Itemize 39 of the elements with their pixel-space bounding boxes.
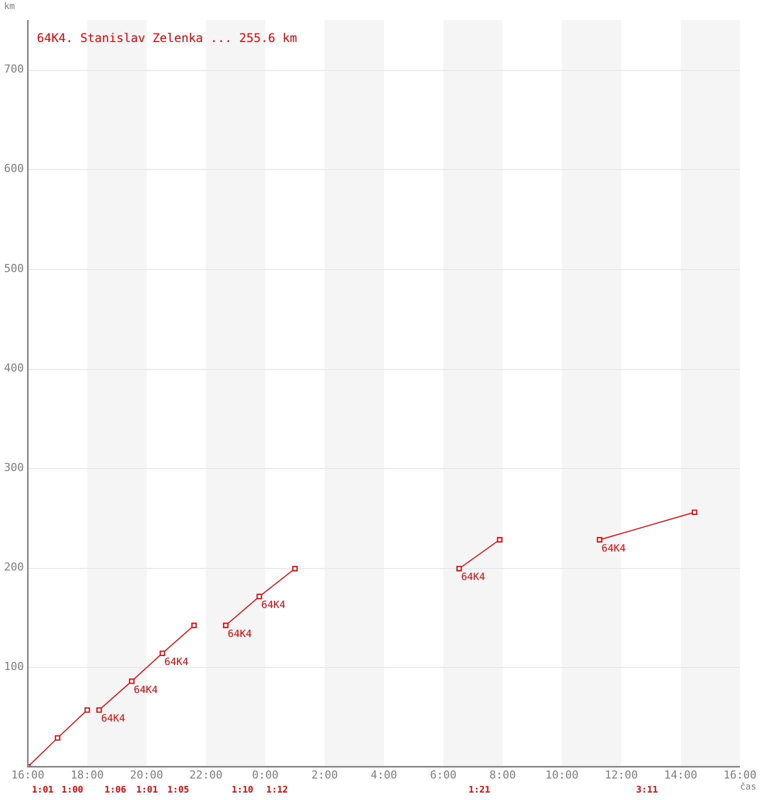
text: 1:05 (167, 786, 190, 796)
text: 3:11 (636, 786, 658, 796)
x-tick-label: 12:00 (604, 768, 638, 782)
x-tick-label: 10:00 (545, 768, 579, 782)
y-tick-label: 400 (4, 361, 24, 374)
text: 1:06 (104, 786, 126, 796)
x-tick-label: 2:00 (311, 768, 338, 782)
x-tick-label: 22:00 (189, 768, 222, 782)
x-tick-label: 18:00 (70, 768, 104, 782)
x-tick-label: 14:00 (664, 768, 698, 782)
x-tick-label: 6:00 (430, 768, 457, 782)
y-axis-title: km (4, 2, 15, 12)
x-axis-title: čas (740, 782, 756, 793)
y-tick-label: 300 (4, 460, 24, 474)
y-tick-label: 600 (4, 162, 24, 176)
text: 1:01 (136, 786, 158, 796)
text: 1:12 (266, 786, 288, 796)
text: 1:10 (232, 786, 254, 796)
y-tick-label: 200 (4, 560, 24, 574)
annotation: 64K4 (461, 572, 486, 584)
x-tick-label: 4:00 (370, 768, 398, 782)
annotation: 64K4 (164, 656, 188, 668)
x-tick-label: 20:00 (130, 768, 164, 782)
annotation: 64K4 (602, 543, 626, 554)
x-tick-label: 0:00 (252, 768, 278, 782)
y-tick-label: 100 (4, 660, 24, 674)
annotation: 64K4 (101, 714, 126, 725)
annotation: 64K4 (134, 684, 158, 696)
y-tick-label: 700 (4, 62, 24, 76)
text: 1:01 (32, 786, 54, 796)
text: 1:00 (62, 786, 84, 796)
annotation: 64K4 (228, 629, 252, 640)
annotation: 64K4 (261, 600, 286, 612)
x-tick-label: 16:00 (723, 768, 757, 782)
x-tick-label: 16:00 (11, 768, 44, 782)
x-tick-label: 8:00 (489, 768, 516, 782)
text: 64K4. Stanislav Zelenka ... 255.6 km (36, 31, 297, 46)
y-tick-label: 500 (4, 262, 24, 275)
text: 1:21 (468, 786, 490, 796)
